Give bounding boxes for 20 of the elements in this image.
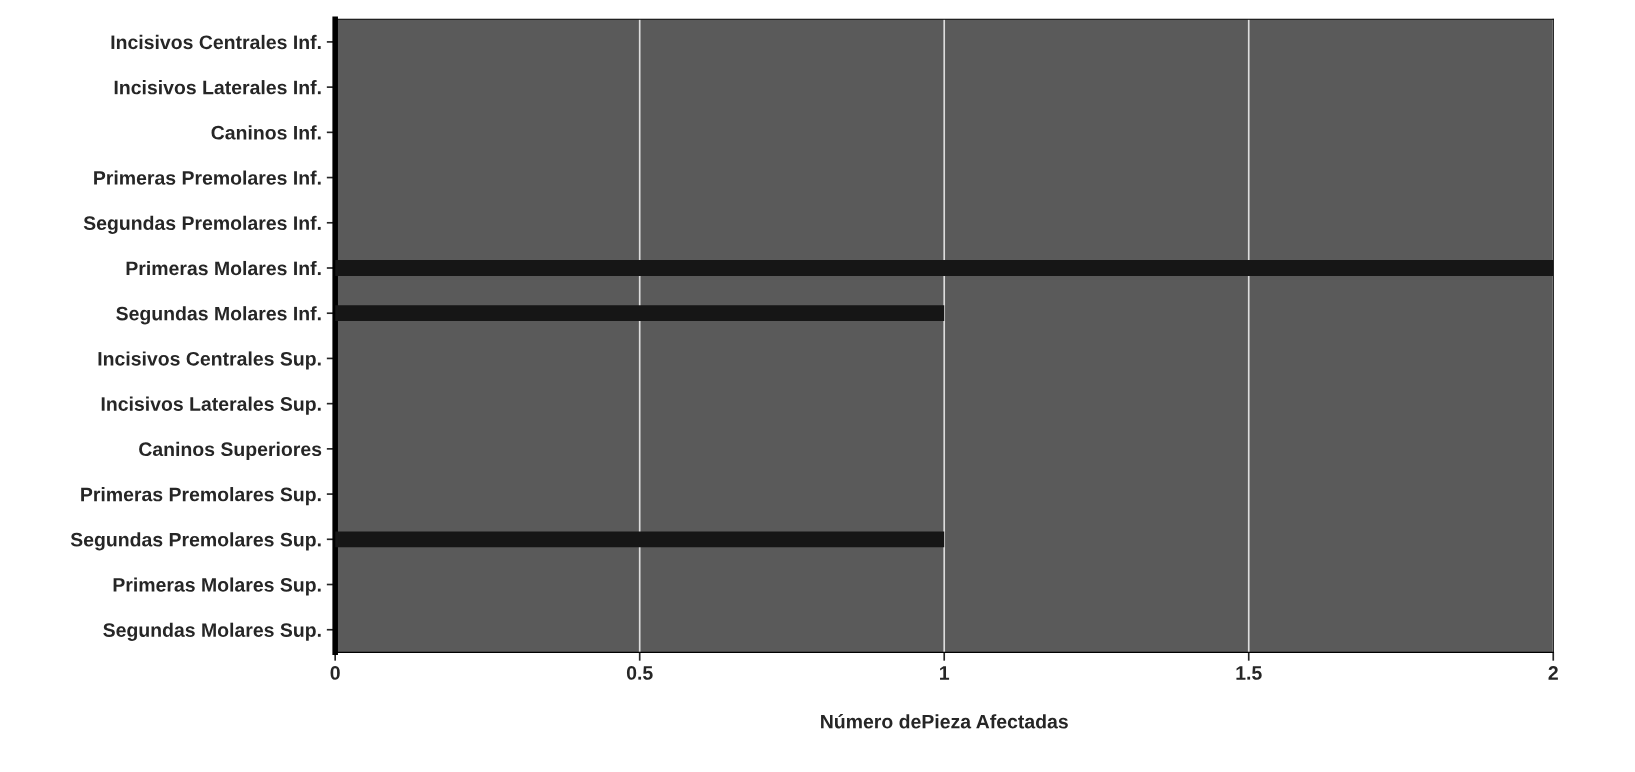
y-tick-label: Caninos Inf.: [211, 125, 321, 140]
y-tick-label: Primeras Premolares Sup.: [81, 487, 321, 506]
x-tick-label: 1.5: [1236, 666, 1262, 680]
y-tick-label: Incisivos Centrales Sup.: [98, 351, 321, 370]
x-tick-label: 1: [940, 666, 950, 680]
y-tick-label: Segundas Premolares Sup.: [70, 532, 321, 551]
y-tick-label: Primeras Molares Inf.: [126, 260, 321, 276]
y-tick-label: Incisivos Centrales Inf.: [111, 34, 321, 50]
x-axis-title: Número dePieza Afectadas: [821, 714, 1068, 729]
y-tick-label: Incisivos Laterales Inf.: [114, 80, 321, 95]
y-tick-label: Primeras Molares Sup.: [113, 577, 321, 596]
x-tick-label: 0: [330, 666, 340, 680]
y-tick-label: Caninos Superiores: [139, 441, 322, 460]
x-tick-label: 2: [1548, 666, 1558, 680]
y-tick-label: Segundas Premolares Inf.: [83, 215, 321, 234]
y-tick-label: Primeras Premolares Inf.: [94, 170, 321, 185]
y-tick-label: Segundas Molares Sup.: [103, 622, 321, 641]
x-tick-label: 0.5: [626, 666, 653, 680]
y-tick-label: Segundas Molares Inf.: [116, 306, 321, 325]
y-tick-label: Incisivos Laterales Sup.: [101, 396, 321, 415]
